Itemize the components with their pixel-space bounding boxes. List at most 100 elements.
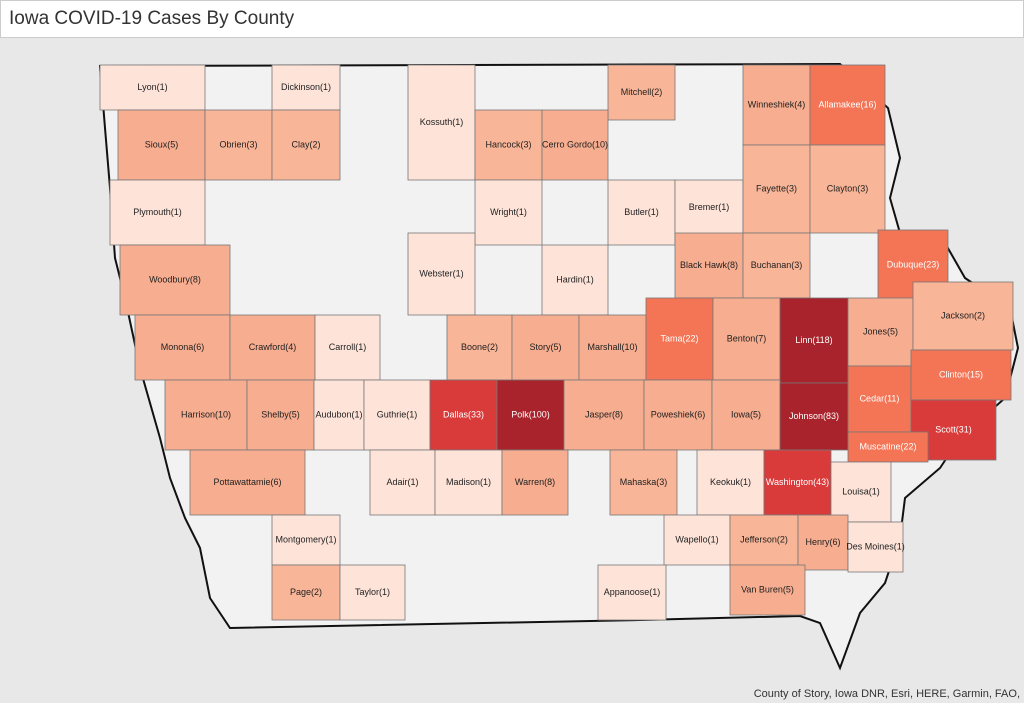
county (407, 232, 476, 316)
county (204, 109, 273, 181)
county (643, 379, 713, 451)
county-label: Crawford(4) (249, 342, 297, 352)
county-label: Clayton(3) (827, 183, 869, 193)
county (229, 314, 316, 381)
county (271, 64, 341, 111)
county (434, 449, 503, 516)
county-label: Webster(1) (419, 268, 463, 278)
county-label: Johnson(83) (789, 411, 839, 421)
county (597, 564, 667, 621)
county-label: Audubon(1) (315, 409, 362, 419)
county-label: Washington(43) (766, 477, 829, 487)
county-label: Obrien(3) (219, 139, 257, 149)
county-label: Poweshiek(6) (651, 409, 706, 419)
county-label: Adair(1) (386, 477, 418, 487)
header: Iowa COVID-19 Cases By County (0, 0, 1024, 38)
county (910, 349, 1012, 401)
county (674, 232, 744, 299)
county-label: Black Hawk(8) (680, 260, 738, 270)
county (363, 379, 431, 451)
county (847, 365, 912, 433)
county-label: Mitchell(2) (621, 87, 663, 97)
county-label: Appanoose(1) (604, 587, 661, 597)
county (729, 564, 806, 616)
county-label: Clay(2) (291, 139, 320, 149)
county-label: Madison(1) (446, 477, 491, 487)
county-label: Dallas(33) (443, 409, 484, 419)
county-label: Jasper(8) (585, 409, 623, 419)
county (830, 461, 892, 523)
county-label: Cedar(11) (860, 393, 900, 403)
county-label: Hardin(1) (556, 274, 594, 284)
county-label: Shelby(5) (261, 409, 300, 419)
county-label: Guthrie(1) (377, 409, 418, 419)
county (446, 314, 513, 381)
county-label: Clinton(15) (939, 369, 983, 379)
county-label: Lyon(1) (137, 82, 167, 92)
county-label: Bremer(1) (689, 202, 730, 212)
county-label: Marshall(10) (587, 342, 637, 352)
county-label: Benton(7) (727, 333, 767, 343)
county (314, 314, 381, 381)
title: Iowa COVID-19 Cases By County (9, 8, 295, 29)
county (847, 431, 929, 463)
county (541, 109, 609, 181)
county (246, 379, 315, 451)
county-label: Henry(6) (805, 537, 840, 547)
county-label: Page(2) (290, 587, 322, 597)
county-label: Winneshiek(4) (748, 99, 806, 109)
county (189, 449, 306, 516)
county (712, 297, 781, 381)
county (134, 314, 231, 381)
county (271, 514, 341, 566)
county-label: Harrison(10) (181, 409, 231, 419)
county-label: Wright(1) (490, 207, 527, 217)
county (271, 109, 341, 181)
county (119, 244, 231, 316)
county-label: Tama(22) (660, 333, 698, 343)
county-label: Wapello(1) (675, 534, 718, 544)
county-label: Pottawattamie(6) (213, 477, 281, 487)
county (779, 382, 849, 451)
county (313, 379, 365, 451)
county-label: Scott(31) (935, 424, 972, 434)
county (474, 179, 543, 246)
county (474, 109, 543, 181)
county (763, 449, 832, 516)
county (339, 564, 406, 621)
county-label: Muscatine(22) (859, 441, 916, 451)
county-label: Jefferson(2) (740, 534, 788, 544)
county-label: Jones(5) (863, 326, 898, 336)
county (645, 297, 714, 381)
county-label: Dubuque(23) (887, 259, 940, 269)
county (109, 179, 206, 246)
county (511, 314, 580, 381)
attribution: County of Story, Iowa DNR, Esri, HERE, G… (753, 688, 1020, 700)
county (271, 564, 341, 621)
county (607, 179, 676, 246)
county-label: Keokuk(1) (710, 477, 751, 487)
county (742, 144, 811, 234)
county-label: Boone(2) (461, 342, 498, 352)
county (99, 64, 206, 111)
county-label: Story(5) (529, 342, 561, 352)
county-label: Taylor(1) (355, 587, 390, 597)
county-label: Jackson(2) (941, 310, 985, 320)
county (501, 449, 569, 516)
county (496, 379, 565, 451)
county-label: Iowa(5) (731, 409, 761, 419)
county (609, 449, 678, 516)
county (912, 281, 1014, 351)
county (541, 244, 609, 316)
county (369, 449, 436, 516)
county-label: Louisa(1) (842, 486, 880, 496)
counties: Lyon(1) Dickinson(1) Kossuth(1) Mitchell(2)… (99, 64, 1014, 621)
county-label: Buchanan(3) (751, 260, 803, 270)
county-label: Cerro Gordo(10) (542, 139, 608, 149)
map: Lyon(1) Dickinson(1) Kossuth(1) Mitchell(2)… (0, 38, 1024, 703)
county (742, 64, 811, 146)
county-label: Sioux(5) (145, 139, 179, 149)
county-label: Fayette(3) (756, 183, 797, 193)
county (407, 64, 476, 181)
